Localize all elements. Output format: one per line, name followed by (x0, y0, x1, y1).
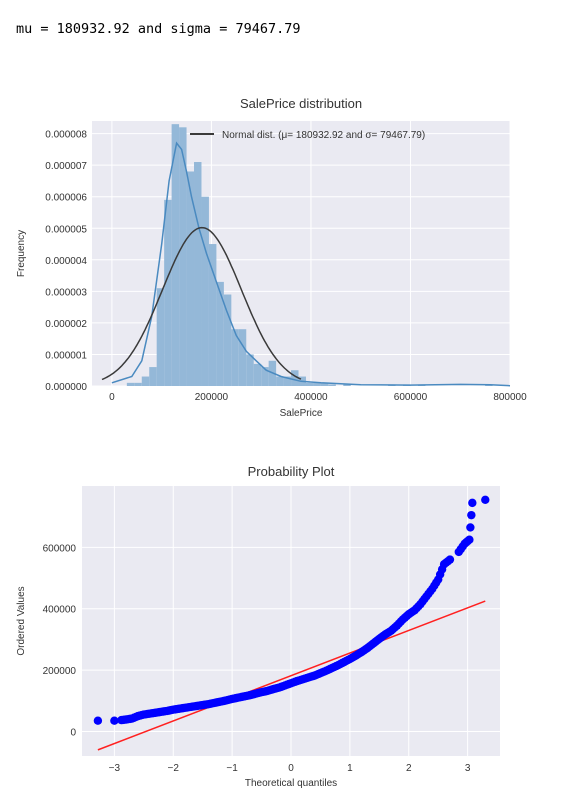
x-tick-label: −1 (226, 763, 238, 774)
x-axis-label: Theoretical quantiles (245, 778, 337, 789)
x-axis-label: SalePrice (280, 408, 323, 419)
x-tick-label: 0 (288, 763, 294, 774)
histogram-bar (328, 384, 336, 386)
y-tick-label: 0.000000 (45, 382, 87, 393)
fit-line (97, 600, 486, 751)
salesprice-distribution-chart: 0.000000 0.000001 0.000002 0.000003 0.000004… (16, 96, 527, 419)
grid-lines (82, 486, 500, 756)
x-tick-label: 400000 (294, 392, 328, 403)
x-tick-label: 0 (109, 392, 115, 403)
x-tick-label: 200000 (195, 392, 229, 403)
y-tick-label: 0.000008 (45, 130, 87, 141)
histogram-bar (261, 367, 269, 386)
scatter-point (481, 495, 490, 505)
histogram-bar (276, 376, 284, 386)
y-tick-label: 0.000003 (45, 287, 87, 298)
chart-title: SalePrice distribution (240, 96, 362, 111)
scatter-point (466, 523, 475, 532)
x-tick-label: 800000 (493, 392, 527, 403)
y-tick-label: 200000 (43, 666, 77, 677)
x-tick-label: 1 (347, 763, 353, 774)
histogram-bar (305, 382, 314, 386)
console-output: mu = 180932.92 and sigma = 79467.79 (16, 21, 301, 37)
histogram-bar (171, 124, 180, 387)
legend-label: Normal dist. (μ= 180932.92 and σ= 79467.… (222, 130, 425, 141)
scatter-point (445, 555, 455, 564)
chart-title: Probability Plot (248, 464, 335, 479)
histogram-bar (186, 171, 195, 386)
histogram-bar (164, 199, 172, 386)
scatter-points (93, 495, 490, 725)
histogram-bar (313, 382, 321, 386)
scatter-point (467, 510, 476, 520)
y-tick-label: 0.000002 (45, 319, 87, 330)
histogram-bar (134, 382, 142, 386)
histogram-bar (216, 281, 224, 386)
y-tick-label: 0.000007 (45, 161, 87, 172)
scatter-point (93, 716, 103, 725)
grid-lines (92, 121, 511, 387)
y-tick-label: 400000 (43, 605, 77, 616)
histogram-bar (126, 382, 135, 386)
y-tick-label: 0.000006 (45, 193, 87, 204)
histogram-bar (238, 329, 247, 386)
histogram-bar (156, 288, 165, 386)
y-tick-labels: 0.000000 0.000001 0.000002 0.000003 0.000004… (45, 130, 87, 393)
histogram-bar (291, 370, 299, 386)
histogram-bar (223, 294, 232, 386)
scatter-point (110, 716, 119, 725)
y-tick-labels: 0 200000 400000 600000 (43, 543, 77, 738)
probability-plot-chart: 0 200000 400000 600000 −3 −2 −1 0 1 2 3 Probabili… (16, 464, 500, 789)
scatter-point (465, 535, 474, 544)
y-tick-label: 0.000005 (45, 224, 87, 235)
y-tick-label: 0.000004 (45, 256, 87, 267)
legend: Normal dist. (μ= 180932.92 and σ= 79467.… (190, 130, 425, 141)
x-tick-label: 3 (465, 763, 471, 774)
x-tick-label: 600000 (394, 392, 428, 403)
x-tick-label: −2 (168, 763, 180, 774)
histogram-bar (343, 384, 351, 386)
kde-curve (111, 141, 511, 387)
histogram-bar (320, 382, 329, 386)
histogram-bar (283, 376, 292, 386)
histogram-bar (194, 162, 202, 386)
y-tick-label: 0 (70, 727, 76, 738)
histogram-bar (201, 196, 209, 386)
plot-area-background (92, 121, 510, 386)
scatter-point (468, 498, 477, 508)
histogram-bar (253, 363, 262, 386)
y-tick-label: 0.000001 (45, 350, 87, 361)
histogram-bar (246, 354, 254, 386)
x-tick-label: 2 (406, 763, 412, 774)
y-axis-label: Frequency (16, 230, 27, 277)
y-axis-label: Ordered Values (16, 586, 27, 655)
x-tick-labels: −3 −2 −1 0 1 2 3 (109, 763, 471, 774)
histogram-bar (179, 127, 187, 387)
histogram-bar (149, 367, 157, 386)
histogram-bar (231, 329, 239, 386)
histogram-bar (141, 376, 150, 386)
histogram-bars (126, 124, 493, 387)
normal-fit-curve (101, 226, 302, 381)
x-tick-label: −3 (109, 763, 121, 774)
histogram-bar (208, 244, 217, 386)
y-tick-label: 600000 (43, 543, 77, 554)
x-tick-labels: 0 200000 400000 600000 800000 (109, 392, 527, 403)
